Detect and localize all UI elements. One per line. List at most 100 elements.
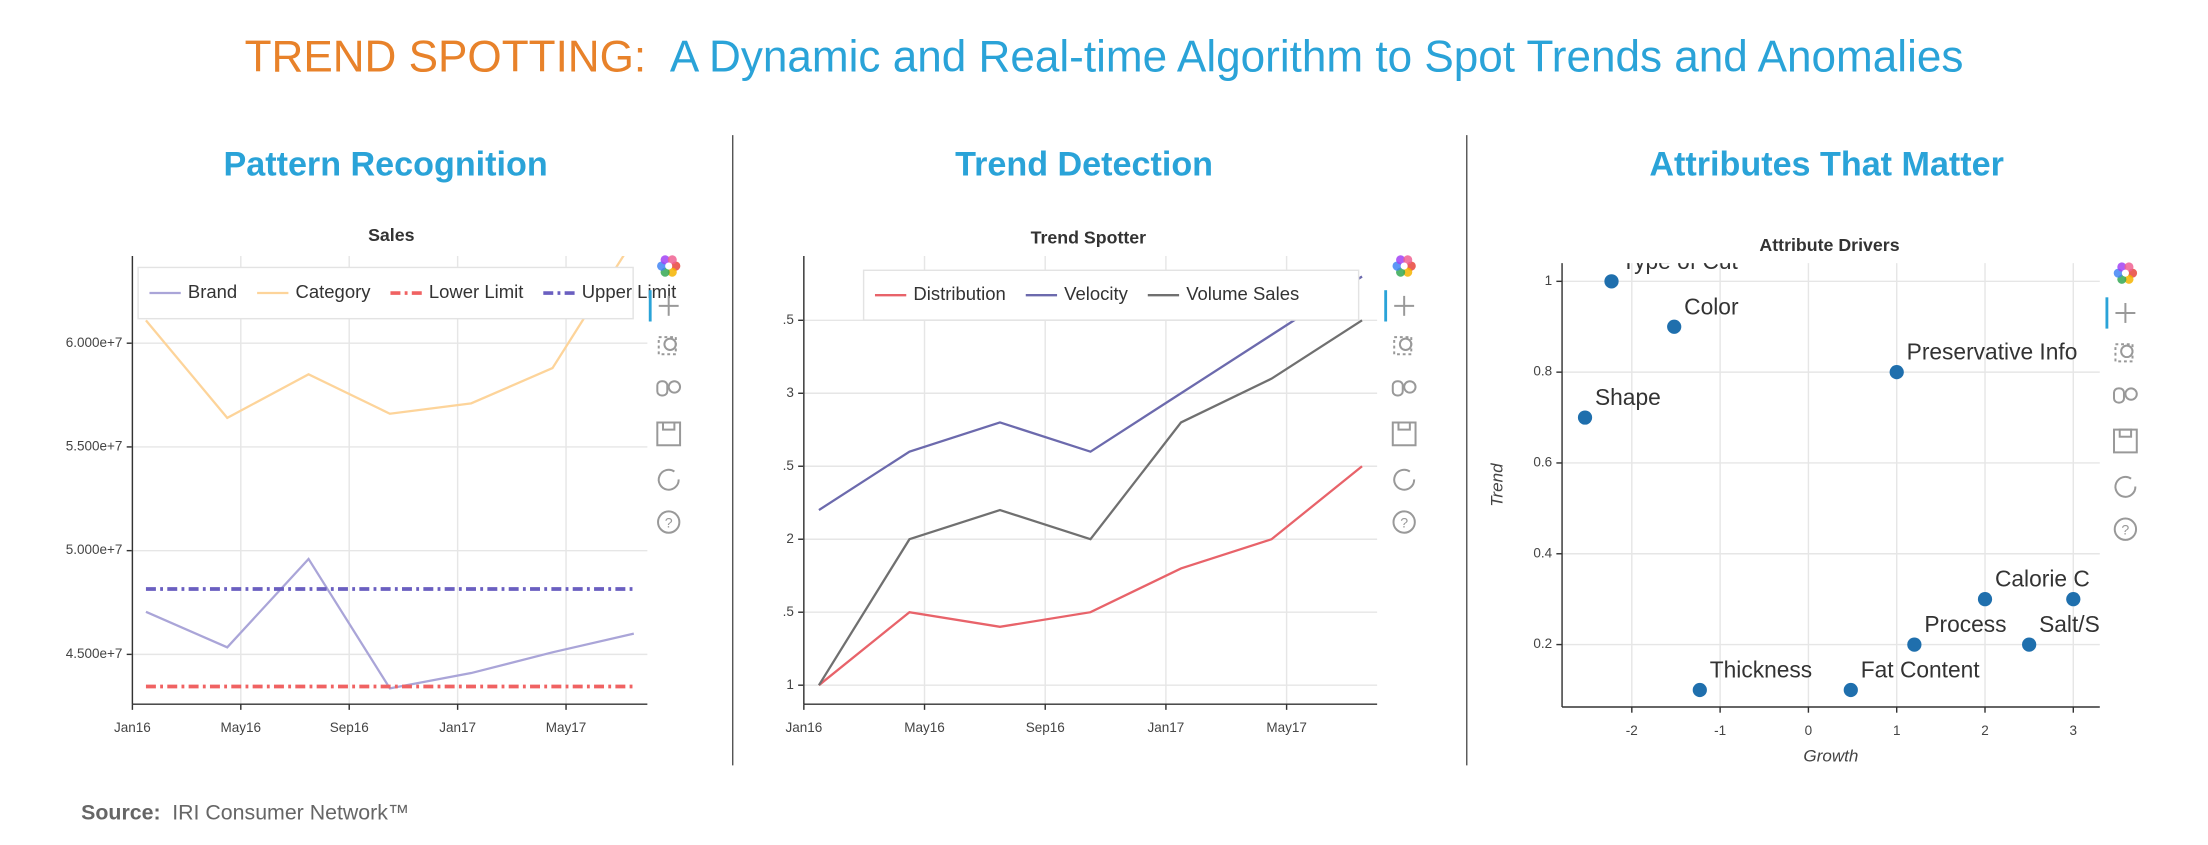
y-tick-label: 0.2	[1533, 636, 1552, 651]
chart: Attribute Drivers 0.2 0.4 0.6 0.8 1 -2 -1 0 1 2 3 Ty…	[1488, 235, 2100, 765]
toolbar-logo	[2124, 262, 2134, 272]
x-tick-label: Sep16	[330, 720, 369, 735]
page-title: TREND SPOTTING: A Dynamic and Real-time …	[245, 32, 1964, 81]
panel-heading: Pattern Recognition	[223, 145, 547, 183]
tool-save	[2118, 428, 2133, 438]
x-tick-label: Jan16	[114, 720, 151, 735]
charts: Sales 4.500e+7 5.000e+7 5.500e+7 6.000e+7 Jan…	[66, 225, 2138, 765]
legend-label: Brand	[188, 281, 237, 302]
scatter-point	[1577, 410, 1593, 425]
scatter-point	[1667, 319, 1682, 334]
x-tick-label: -1	[1714, 723, 1726, 738]
y-tick-label: 1	[1545, 273, 1553, 288]
y-tick-label: .5	[783, 458, 794, 473]
tool-save	[662, 421, 676, 431]
scatter-point	[1977, 592, 1993, 607]
tool-box-zoom	[1398, 337, 1413, 351]
y-tick-label: 2	[786, 531, 794, 546]
tool-wheel-zoom	[1391, 380, 1404, 397]
y-tick-label: 5.000e+7	[66, 542, 123, 557]
y-tick-label: 0.8	[1533, 364, 1552, 379]
tool-save	[1397, 421, 1411, 431]
y-tick-label: 1	[786, 677, 794, 692]
x-tick-label: 3	[2070, 723, 2078, 738]
toolbar-logo	[1400, 262, 1408, 270]
panel-heading: Attributes That Matter	[1649, 145, 2004, 183]
tool-box-zoom	[2120, 344, 2134, 359]
tool-wheel-zoom	[2113, 387, 2125, 404]
x-tick-label: May17	[1266, 720, 1307, 735]
point-label: Fat Content	[1861, 657, 1981, 683]
y-axis-label: Trend	[1488, 463, 1507, 507]
legend-label: Category	[296, 281, 372, 302]
tool-help: ?	[665, 515, 673, 531]
toolbar-logo	[665, 262, 673, 270]
x-tick-label: Jan16	[785, 720, 822, 735]
series-line	[818, 465, 1363, 687]
toolbar: ?	[1384, 255, 1417, 534]
scatter-point	[2022, 637, 2037, 652]
panel-heading: Trend Detection	[955, 145, 1213, 183]
series-line	[145, 256, 625, 420]
tool-help: ?	[2121, 522, 2129, 538]
plot-area: Type of Cut Color Preservative Info Shape Ca…	[1577, 248, 2100, 698]
point-label: Calorie C	[1995, 566, 2090, 592]
toolbar: ?	[2105, 262, 2138, 541]
tool-save	[1391, 421, 1417, 447]
series-line	[145, 557, 635, 690]
y-tick-label: .5	[783, 312, 794, 327]
series-line	[818, 275, 1363, 511]
y-tick-label: 5.500e+7	[66, 438, 123, 453]
tool-wheel-zoom	[1403, 380, 1417, 394]
y-tick-label: .5	[783, 604, 794, 619]
x-tick-label: 2	[1981, 723, 1989, 738]
toolbar-logo	[2121, 269, 2129, 277]
title-prefix: TREND SPOTTING:	[245, 32, 647, 81]
tool-wheel-zoom	[667, 380, 682, 394]
y-tick-label: 3	[786, 385, 794, 400]
x-tick-label: Jan17	[439, 720, 476, 735]
tool-wheel-zoom	[2124, 387, 2138, 401]
plot-area	[817, 275, 1363, 687]
toolbar-logo	[667, 255, 677, 265]
toolbar-logo	[667, 267, 677, 277]
scatter-point	[1889, 365, 1904, 380]
scatter-point	[1843, 682, 1858, 698]
toolbar-logo	[2117, 262, 2127, 272]
x-tick-label: Sep16	[1026, 720, 1065, 735]
source-label: Source:	[81, 800, 160, 824]
tool-help	[1392, 510, 1416, 534]
chart: Sales 4.500e+7 5.000e+7 5.500e+7 6.000e+7 Jan…	[66, 225, 676, 735]
chart-title: Attribute Drivers	[1759, 235, 1899, 255]
toolbar: ?	[648, 255, 682, 534]
point-label: Preservative Info	[1907, 339, 2078, 365]
x-tick-label: May16	[904, 720, 945, 735]
tool-wheel-zoom	[656, 380, 669, 397]
tool-reset	[1393, 468, 1416, 491]
point-label: Color	[1684, 293, 1739, 319]
plot-area	[145, 256, 635, 690]
point-label: Type of Cut	[1621, 248, 1738, 274]
point-label: Shape	[1595, 384, 1661, 410]
toolbar-logo	[660, 255, 670, 265]
legend-label: Volume Sales	[1186, 283, 1299, 304]
chart: Trend Spotter 1 .5 2 .5 3 .5 Jan16 May16 Sep16 Jan…	[783, 228, 1378, 735]
legend-label: Velocity	[1064, 283, 1128, 304]
toolbar-logo	[2124, 274, 2134, 284]
point-label: Salt/S	[2039, 611, 2100, 637]
tool-box-zoom	[663, 337, 677, 351]
tool-help	[2113, 517, 2138, 541]
tool-reset	[657, 468, 680, 491]
x-tick-label: 0	[1805, 723, 1813, 738]
y-tick-label: 0.4	[1533, 545, 1552, 560]
toolbar-logo	[1403, 255, 1413, 265]
tool-save	[656, 421, 682, 447]
legend-box	[137, 266, 634, 320]
x-axis-label: Growth	[1803, 746, 1858, 765]
legend-label: Lower Limit	[429, 281, 524, 302]
tool-help	[657, 510, 681, 534]
tool-help: ?	[1400, 515, 1408, 531]
x-tick-label: May16	[221, 720, 262, 735]
toolbar-logo	[1396, 255, 1406, 265]
